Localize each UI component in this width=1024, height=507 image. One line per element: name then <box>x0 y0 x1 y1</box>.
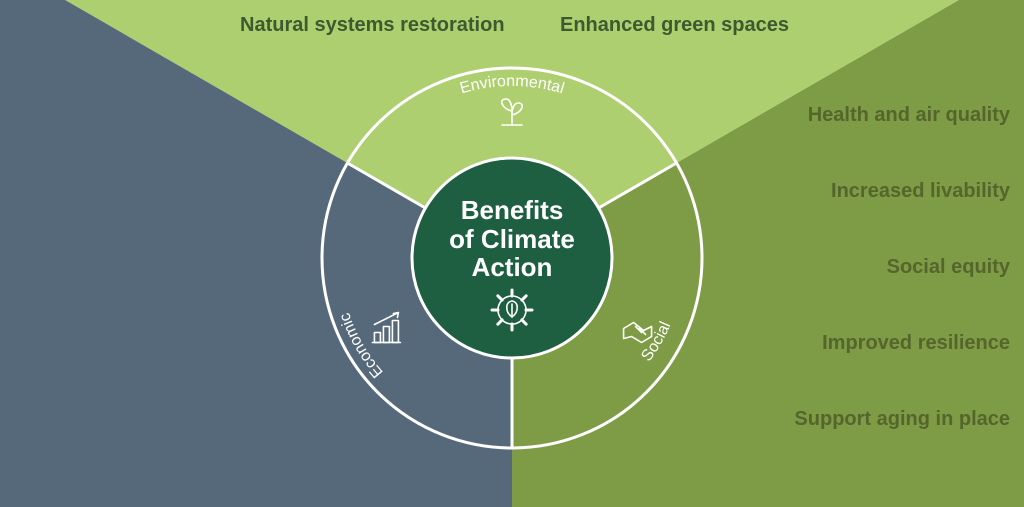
gear-leaf-icon <box>492 290 532 330</box>
infographic-stage: EnvironmentalSocialEconomic Benefitsof C… <box>0 0 1024 507</box>
diagram-svg: EnvironmentalSocialEconomic <box>0 0 1024 507</box>
